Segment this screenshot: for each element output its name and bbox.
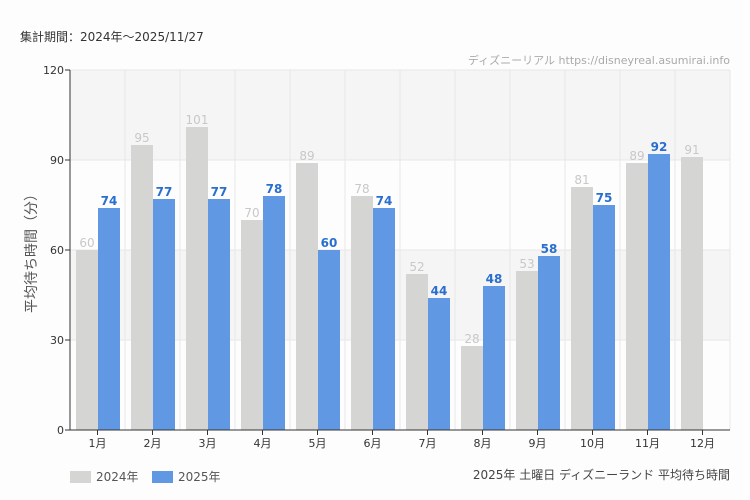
data-label: 78 [266,182,283,196]
x-tick-label: 10月 [580,437,605,450]
legend-swatch [70,470,91,483]
data-label: 58 [541,242,558,256]
bar-2025年-5月 [318,250,340,430]
x-tick-label: 12月 [690,437,715,450]
credit-label: ディズニーリアル https://disneyreal.asumirai.inf… [467,54,730,67]
bar-2024年-8月 [461,346,483,430]
data-label: 95 [134,131,149,145]
y-tick-label: 90 [50,154,64,167]
bar-2025年-4月 [263,196,285,430]
data-label: 89 [299,149,314,163]
bar-2024年-6月 [351,196,373,430]
data-label: 44 [431,284,448,298]
x-tick-label: 11月 [635,437,660,450]
data-label: 77 [156,185,173,199]
bar-2025年-3月 [208,199,230,430]
bar-2025年-1月 [98,208,120,430]
bar-2025年-7月 [428,298,450,430]
data-label: 89 [629,149,644,163]
bar-2025年-11月 [648,154,670,430]
x-tick-label: 8月 [474,437,492,450]
bar-2025年-2月 [153,199,175,430]
data-label: 74 [376,194,393,208]
bar-2024年-11月 [626,163,648,430]
x-tick-label: 3月 [199,437,217,450]
legend-label: 2024年 [96,470,139,484]
bar-2025年-9月 [538,256,560,430]
data-label: 78 [354,182,369,196]
bar-2024年-2月 [131,145,153,430]
data-label: 28 [464,332,479,346]
x-tick-label: 2月 [144,437,162,450]
data-label: 70 [244,206,259,220]
bar-2024年-5月 [296,163,318,430]
bar-2025年-10月 [593,205,615,430]
bar-2024年-10月 [571,187,593,430]
data-label: 60 [79,236,94,250]
data-label: 91 [684,143,699,157]
period-label: 集計期間：2024年～2025/11/27 [20,30,204,44]
data-label: 53 [519,257,534,271]
bar-2024年-4月 [241,220,263,430]
bar-2024年-7月 [406,274,428,430]
bar-2024年-3月 [186,127,208,430]
y-tick-label: 120 [43,64,64,77]
data-label: 77 [211,185,228,199]
data-label: 92 [651,140,668,154]
data-label: 48 [486,272,503,286]
x-tick-label: 5月 [309,437,327,450]
y-axis-label: 平均待ち時間（分） [24,187,40,313]
data-label: 81 [574,173,589,187]
legend-swatch [152,470,173,483]
data-label: 101 [186,113,209,127]
y-tick-label: 30 [50,334,64,347]
y-tick-label: 0 [57,424,64,437]
bar-2024年-12月 [681,157,703,430]
x-tick-label: 9月 [529,437,547,450]
chart-subtitle: 2025年 土曜日 ディズニーランド 平均待ち時間 [472,468,730,482]
data-label: 60 [321,236,338,250]
bar-2024年-9月 [516,271,538,430]
bar-2024年-1月 [76,250,98,430]
x-tick-label: 4月 [254,437,272,450]
y-tick-label: 60 [50,244,64,257]
legend-item-2024: 2024年 [70,468,139,485]
data-label: 52 [409,260,424,274]
legend-item-2025: 2025年 [152,468,221,485]
bar-2025年-8月 [483,286,505,430]
x-tick-label: 6月 [364,437,382,450]
x-tick-label: 1月 [89,437,107,450]
data-label: 74 [101,194,118,208]
x-tick-label: 7月 [419,437,437,450]
bar-2025年-6月 [373,208,395,430]
data-label: 75 [596,191,613,205]
legend-label: 2025年 [178,470,221,484]
